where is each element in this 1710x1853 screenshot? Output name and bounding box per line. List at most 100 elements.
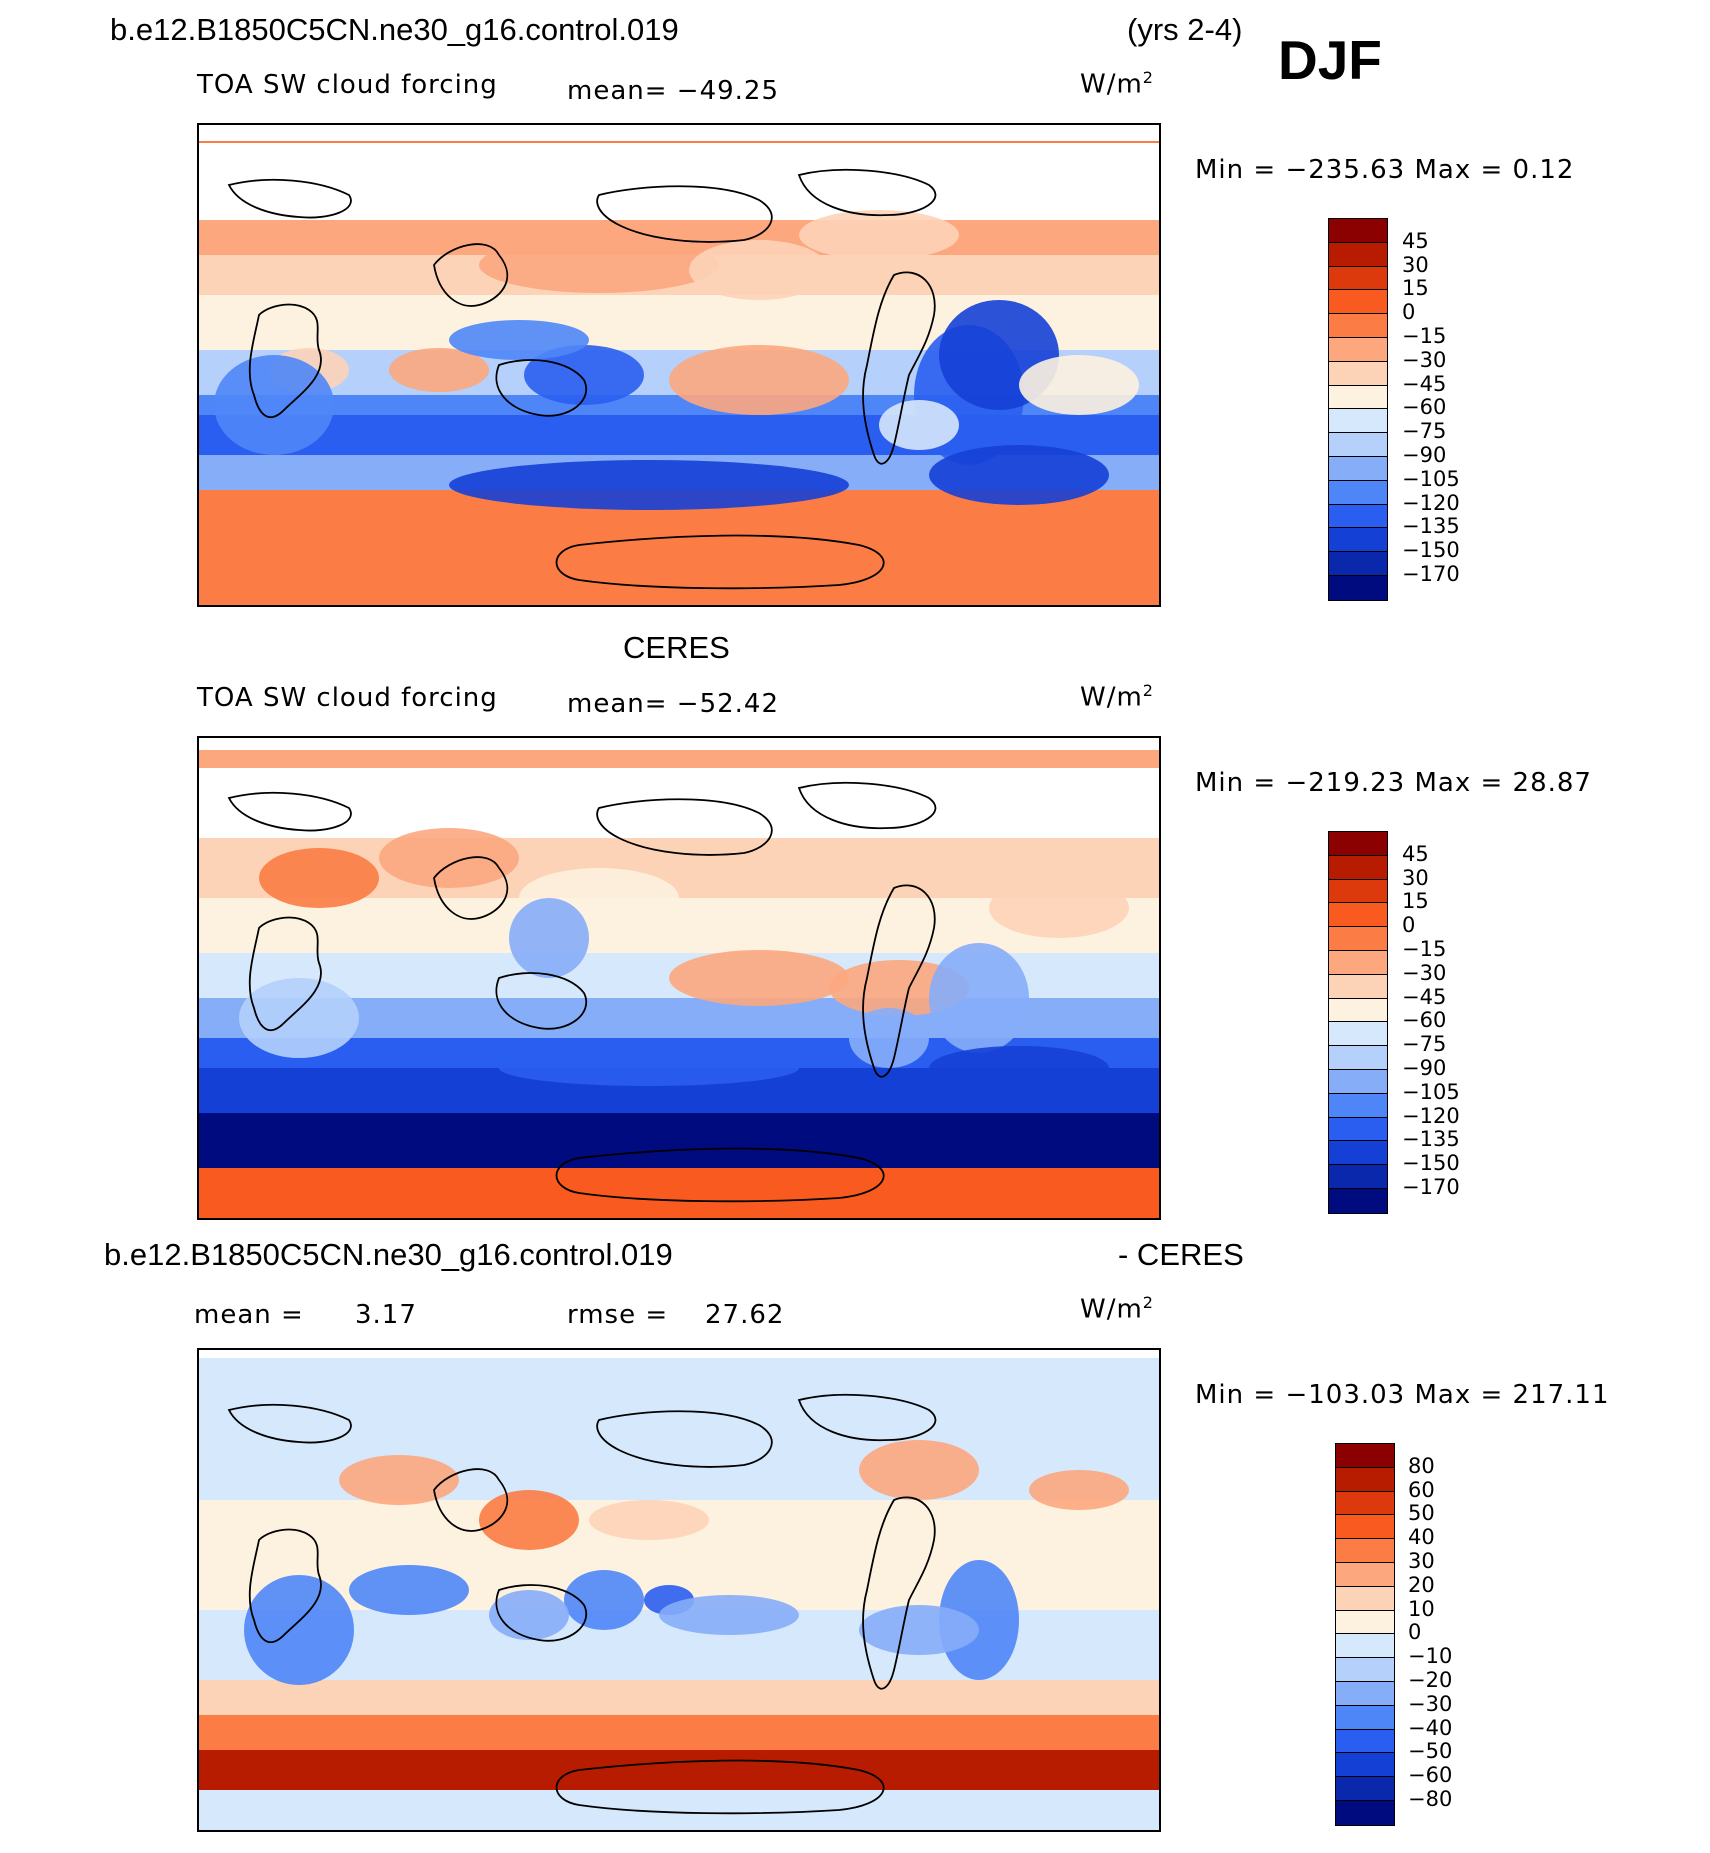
colorbar-swatch [1329,314,1387,338]
contour-region [379,828,519,888]
coastline [797,781,937,830]
panel2-title: CERES [623,630,730,665]
contour-region [929,445,1109,505]
colorbar-swatch [1336,1444,1394,1468]
contour-region [589,1500,709,1540]
contour-band [199,1168,1159,1218]
panel2-units-label: W/m2 [1080,681,1154,713]
colorbar-swatch [1336,1515,1394,1540]
contour-region [449,320,589,360]
contour-region [389,348,489,392]
colorbar-swatch [1336,1586,1394,1611]
panel2-mean-label: mean= −52.42 [567,689,780,719]
colorbar-swatch [1336,1681,1394,1706]
panel2-colorbar [1328,831,1388,1214]
panel1-units-label: W/m2 [1080,68,1154,100]
contour-region [669,950,849,1006]
contour-region [489,1590,569,1640]
colorbar-tick-label: −30 [1402,960,1447,985]
contour-region [1029,1470,1129,1510]
colorbar-swatch [1329,855,1387,880]
contour-region [499,1050,799,1086]
coastline [862,271,936,465]
colorbar-swatch [1329,832,1387,856]
contour-region [1019,355,1139,415]
colorbar-swatch [1336,1539,1394,1563]
colorbar-swatch [1329,927,1387,951]
panel3-colorbar [1335,1443,1395,1826]
colorbar-swatch [1329,433,1387,457]
colorbar-tick-label: 45 [1402,228,1429,253]
panel1-map-image [199,141,1159,605]
colorbar-tick-label: 40 [1408,1525,1435,1550]
coastline [495,359,587,417]
colorbar-tick-label: −135 [1402,514,1460,539]
contour-band [199,1680,1159,1715]
colorbar-tick-label: 80 [1408,1453,1435,1478]
colorbar-tick-label: −135 [1402,1127,1460,1152]
contour-region [939,1560,1019,1680]
contour-region [659,1595,799,1635]
colorbar-swatch [1336,1729,1394,1754]
panel3-units-label: W/m2 [1080,1293,1154,1325]
panel1-colorbar [1328,218,1388,601]
colorbar-swatch [1329,242,1387,267]
colorbar-tick-label: −80 [1408,1787,1453,1811]
colorbar-tick-label: 15 [1402,889,1429,914]
contour-region [989,878,1129,938]
colorbar-tick-label: −15 [1402,324,1447,348]
colorbar-tick-label: −75 [1402,419,1447,444]
colorbar-tick-label: −120 [1402,1103,1460,1128]
coastline [227,1403,352,1444]
panel3-mean-value: 3.17 [355,1300,417,1330]
coastline [248,916,322,1032]
panel3-minmax-label: Min = −103.03 Max = 217.11 [1195,1380,1610,1410]
colorbar-tick-label: −20 [1408,1668,1453,1692]
colorbar-swatch [1329,1141,1387,1166]
colorbar-tick-label: −10 [1408,1644,1453,1669]
contour-region [859,1440,979,1500]
contour-region [239,978,359,1058]
contour-region [689,240,829,300]
contour-region [214,355,334,455]
panel1-field-label: TOA SW cloud forcing [197,70,498,100]
colorbar-swatch [1329,879,1387,904]
coastline [248,303,322,419]
contour-band [199,141,1159,143]
contour-region [479,1490,579,1550]
coastline [797,168,937,217]
colorbar-swatch [1329,1188,1387,1213]
colorbar-swatch [1329,361,1387,386]
colorbar-swatch [1329,974,1387,999]
colorbar-tick-label: 10 [1408,1596,1435,1621]
colorbar-swatch [1329,385,1387,410]
colorbar-tick-label: −105 [1402,466,1460,491]
colorbar-swatch [1336,1777,1394,1801]
colorbar-swatch [1329,266,1387,291]
colorbar-tick-label: 0 [1408,1620,1422,1645]
colorbar-swatch [1329,552,1387,576]
panel3-rmse-value: 27.62 [705,1300,785,1330]
colorbar-tick-label: 15 [1402,276,1429,301]
coastline [433,243,509,307]
colorbar-tick-label: −75 [1402,1032,1447,1057]
colorbar-tick-label: −105 [1402,1079,1460,1104]
contour-region [339,1455,459,1505]
contour-band [199,1358,1159,1400]
contour-region [509,898,589,978]
coastline [433,856,509,920]
colorbar-tick-label: −150 [1402,538,1460,563]
colorbar-tick-label: −60 [1402,395,1447,420]
colorbar-swatch [1329,409,1387,434]
colorbar-tick-label: 30 [1408,1549,1435,1573]
contour-band [199,1790,1159,1830]
colorbar-swatch [1329,1165,1387,1189]
colorbar-swatch [1336,1610,1394,1635]
colorbar-tick-label: −150 [1402,1151,1460,1176]
colorbar-swatch [1336,1753,1394,1778]
colorbar-tick-label: 0 [1402,913,1416,938]
colorbar-swatch [1329,456,1387,481]
panel1-minmax-label: Min = −235.63 Max = 0.12 [1195,155,1575,185]
colorbar-swatch [1336,1800,1394,1825]
season-label: DJF [1278,29,1382,91]
